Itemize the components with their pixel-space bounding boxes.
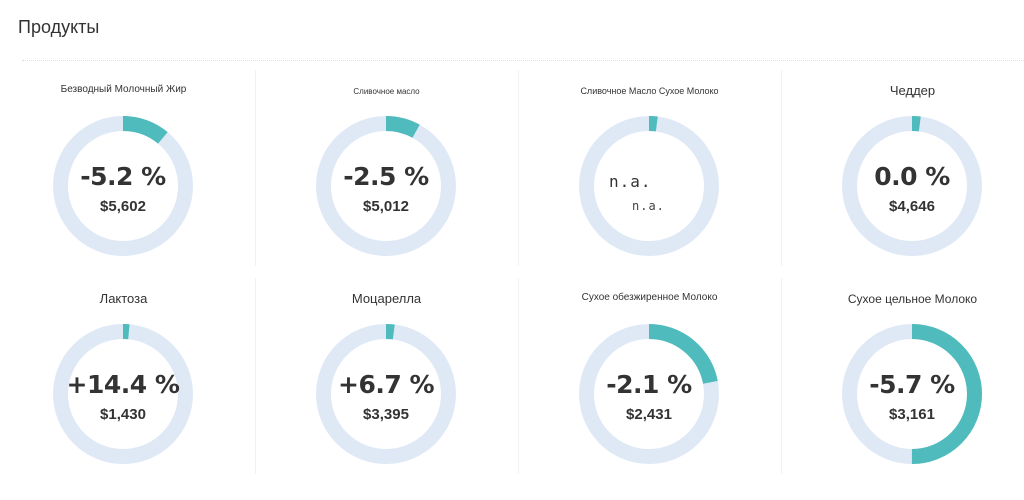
change-percent: -5.7 % — [869, 370, 955, 399]
product-card-cheddar[interactable]: Чеддер 0.0 % $4,646 — [781, 70, 1024, 266]
donut-chart: -5.2 % $5,602 — [53, 116, 193, 256]
product-card-anhydrous-milk-fat[interactable]: Безводный Молочный Жир -5.2 % $5,602 — [0, 70, 256, 266]
change-percent: 0.0 % — [874, 162, 950, 191]
donut-ring — [579, 324, 719, 464]
donut-fill-arc — [316, 116, 456, 256]
change-percent: -5.2 % — [80, 162, 166, 191]
product-card-butter[interactable]: Сливочное масло -2.5 % $5,012 — [255, 70, 519, 266]
title-divider — [22, 60, 1024, 61]
product-card-whole-milk-powder[interactable]: Сухое цельное Молоко -5.7 % $3,161 — [781, 278, 1024, 474]
product-name: Безводный Молочный Жир — [60, 84, 187, 95]
donut-fill-arc — [53, 324, 193, 464]
product-card-mozzarella[interactable]: Моцарелла +6.7 % $3,395 — [255, 278, 519, 474]
donut-ring — [579, 116, 719, 256]
donut-chart: -2.5 % $5,012 — [316, 116, 456, 256]
price-value: $2,431 — [626, 406, 672, 423]
donut-ring — [316, 116, 456, 256]
price-value: $4,646 — [889, 198, 935, 215]
page-title: Продукты — [18, 17, 100, 37]
change-percent: -2.5 % — [343, 162, 429, 191]
product-grid: Безводный Молочный Жир -5.2 % $5,602 Сли… — [0, 70, 1024, 486]
product-name: Чеддер — [889, 83, 936, 98]
product-card-lactose[interactable]: Лактоза +14.4 % $1,430 — [0, 278, 256, 474]
product-name: Сухое цельное Молоко — [847, 292, 978, 306]
donut-ring — [53, 324, 193, 464]
product-row: Безводный Молочный Жир -5.2 % $5,602 Сли… — [0, 70, 1024, 278]
price-value: $3,161 — [889, 406, 935, 423]
product-name: Сливочное масло — [353, 87, 420, 96]
price-value: $1,430 — [100, 406, 146, 423]
donut-fill-arc — [842, 324, 982, 464]
product-name: Моцарелла — [351, 291, 422, 306]
donut-ring — [316, 324, 456, 464]
donut-fill-arc — [842, 116, 982, 256]
product-card-butter-milk-powder[interactable]: Сливочное Масло Сухое Молоко n.a. n.a. — [518, 70, 782, 266]
product-name: Сухое обезжиренное Молоко — [581, 292, 718, 303]
donut-ring — [842, 116, 982, 256]
price-value: $3,395 — [363, 406, 409, 423]
donut-chart: 0.0 % $4,646 — [842, 116, 982, 256]
donut-chart: +14.4 % $1,430 — [53, 324, 193, 464]
donut-chart: n.a. n.a. — [579, 116, 719, 256]
donut-ring — [842, 324, 982, 464]
product-card-skim-milk-powder[interactable]: Сухое обезжиренное Молоко -2.1 % $2,431 — [518, 278, 782, 474]
price-value: $5,012 — [363, 198, 409, 215]
price-value: $5,602 — [100, 198, 146, 215]
change-not-available: n.a. — [609, 172, 652, 191]
product-name: Сливочное Масло Сухое Молоко — [580, 86, 719, 96]
product-name: Лактоза — [99, 291, 148, 306]
donut-fill-arc — [579, 324, 719, 464]
donut-fill-arc — [579, 116, 719, 256]
price-not-available: n.a. — [632, 199, 665, 213]
donut-chart: -5.7 % $3,161 — [842, 324, 982, 464]
change-percent: -2.1 % — [606, 370, 692, 399]
product-row: Лактоза +14.4 % $1,430 Моцарелла +6.7 % … — [0, 278, 1024, 486]
donut-chart: +6.7 % $3,395 — [316, 324, 456, 464]
change-percent: +6.7 % — [338, 370, 435, 399]
donut-fill-arc — [316, 324, 456, 464]
donut-ring — [53, 116, 193, 256]
donut-chart: -2.1 % $2,431 — [579, 324, 719, 464]
change-percent: +14.4 % — [66, 370, 180, 399]
donut-fill-arc — [53, 116, 193, 256]
